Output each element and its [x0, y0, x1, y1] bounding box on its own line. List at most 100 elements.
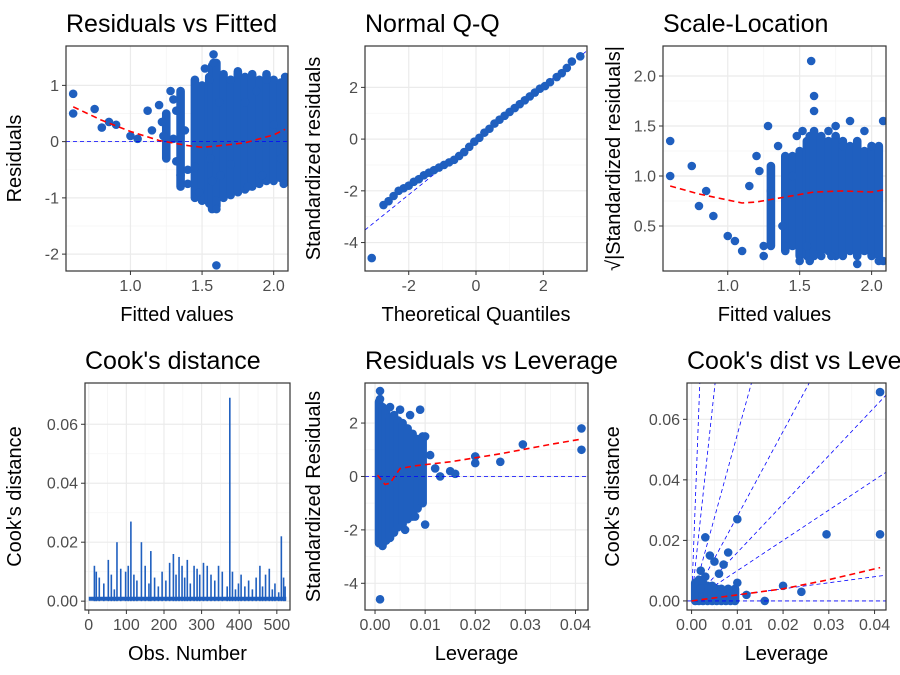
x-tick-label: 0.04 — [859, 617, 890, 634]
data-point — [701, 186, 711, 196]
data-point — [687, 161, 697, 171]
y-tick-label: 0 — [349, 469, 358, 486]
dense-point-column — [860, 146, 869, 256]
y-tick-label: -4 — [344, 235, 358, 252]
data-point — [280, 72, 288, 82]
x-tick-label: 200 — [151, 617, 178, 634]
data-point — [143, 106, 152, 115]
data-point — [435, 472, 445, 481]
data-point — [171, 157, 181, 166]
data-point — [878, 116, 886, 126]
contour-ray — [691, 574, 886, 602]
data-point — [200, 64, 210, 73]
data-point — [710, 557, 719, 566]
data-point — [733, 514, 742, 524]
dense-point-column — [262, 69, 271, 186]
y-axis-title: Residuals — [4, 115, 26, 203]
data-point — [97, 123, 107, 132]
x-axis-title: Theoretical Quantiles — [382, 304, 571, 326]
dense-point-column — [233, 67, 243, 197]
plot-frame — [65, 45, 289, 272]
data-point — [798, 126, 807, 136]
dense-point-column — [874, 141, 884, 261]
data-point — [802, 241, 812, 251]
data-point — [752, 151, 761, 161]
data-point — [111, 120, 121, 130]
x-tick-label: 0 — [84, 617, 93, 634]
data-point — [723, 548, 733, 557]
plot-frame — [662, 45, 887, 272]
data-point — [845, 116, 855, 126]
plot-frame — [364, 382, 589, 611]
data-point — [518, 440, 528, 449]
y-tick-label: 2 — [349, 80, 358, 97]
data-point — [575, 52, 585, 61]
x-tick-label: 0 — [472, 278, 481, 295]
x-tick-label: 0.02 — [767, 617, 798, 634]
data-point — [375, 386, 385, 396]
data-point — [212, 196, 221, 205]
data-point — [780, 241, 790, 251]
data-point — [207, 176, 217, 186]
dense-point-column — [816, 131, 826, 256]
dense-point-column — [255, 75, 264, 189]
panel-qq: -2 0 2 -4 -2 0 2 Theoretical Quantiles Standardi… — [303, 10, 588, 326]
x-tick-label: 0.03 — [813, 617, 844, 634]
data-point — [126, 131, 135, 141]
y-tick-label: 1.5 — [634, 119, 656, 136]
data-point — [194, 187, 204, 197]
plot-frame — [84, 382, 291, 611]
plot-area — [687, 383, 886, 606]
y-axis-title: Cook's distance — [602, 426, 624, 567]
panel-title: Scale-Location — [663, 10, 828, 38]
panel-rvf: 1.0 1.5 2.0 -2 -1 0 1 Fitted values Residuals Res… — [4, 10, 289, 326]
dense-point-column — [197, 81, 207, 205]
data-point — [276, 154, 286, 163]
panel-cvl: 0.00 0.01 0.02 0.03 0.04 0.00 0.02 0.04 0.06 Leve… — [602, 347, 900, 665]
x-axis-title: Obs. Number — [128, 643, 247, 665]
y-tick-label: 0.06 — [47, 417, 78, 434]
x-tick-label: 0.04 — [560, 617, 591, 634]
data-point — [824, 126, 833, 136]
data-point — [827, 251, 836, 261]
y-tick-label: 2 — [349, 416, 358, 433]
dense-point-column — [226, 75, 236, 200]
data-point — [737, 246, 747, 256]
data-point — [395, 405, 405, 415]
data-point — [723, 231, 733, 241]
data-point — [243, 182, 253, 191]
x-tick-label: 1.5 — [789, 278, 811, 295]
smooth-line — [72, 106, 286, 149]
x-tick-label: 2.0 — [263, 278, 285, 295]
data-point — [723, 584, 733, 594]
y-tick-label: 0 — [50, 134, 59, 151]
data-point — [430, 464, 440, 473]
data-point — [577, 424, 586, 433]
smooth-line — [669, 185, 884, 204]
panel-title: Cook's dist vs Leverage — [687, 347, 900, 375]
y-tick-label: 0.04 — [47, 476, 78, 493]
x-tick-label: 100 — [113, 617, 140, 634]
data-point — [742, 590, 751, 600]
data-point — [180, 126, 190, 135]
data-point — [166, 86, 175, 96]
x-tick-label: 0.02 — [460, 617, 491, 634]
contour-ray — [691, 471, 886, 602]
y-axis-title: Standardized Residuals — [303, 391, 325, 602]
x-tick-label: 0.00 — [676, 617, 707, 634]
data-point — [838, 141, 848, 151]
data-point — [68, 89, 78, 99]
y-tick-label: 0.02 — [649, 533, 680, 550]
dense-point-column — [852, 136, 862, 261]
data-point — [867, 141, 876, 151]
data-point — [700, 572, 710, 582]
data-point — [240, 97, 250, 107]
data-point — [257, 171, 267, 180]
y-tick-label: -4 — [344, 576, 358, 593]
dense-point-column — [418, 432, 427, 508]
data-point — [705, 551, 715, 560]
plot-area — [66, 50, 288, 270]
data-point — [759, 241, 769, 251]
data-point — [733, 578, 742, 588]
dense-point-column — [831, 131, 840, 261]
